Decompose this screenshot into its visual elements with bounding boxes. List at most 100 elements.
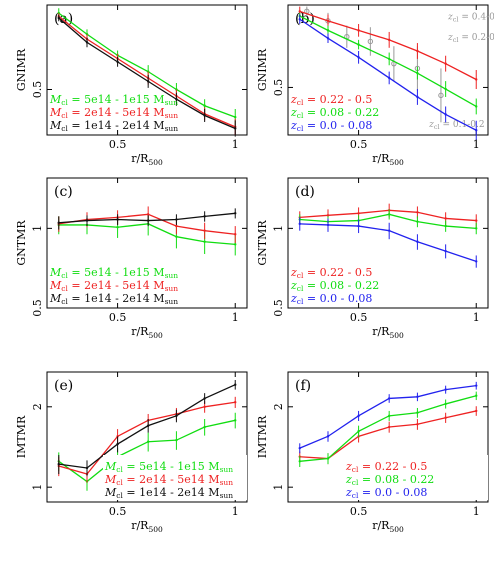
- legend-entry: Mcl = 5e14 - 1e15 Msun: [104, 460, 233, 474]
- panel-label: (c): [54, 184, 73, 200]
- series-point: [175, 438, 178, 442]
- series-point: [85, 41, 89, 44]
- series-point: [234, 212, 237, 215]
- series-3: [298, 14, 478, 140]
- series-3: [57, 208, 237, 230]
- series-1: [298, 203, 478, 228]
- series-point: [116, 442, 119, 446]
- legend-entry: Mcl = 2e14 - 5e14 Msun: [104, 473, 233, 487]
- series-point: [234, 383, 237, 386]
- panel-c: 0.5 1 0.5 1 r/R500 GNTMR (c) Mcl = 5e14 - 1e15 …: [15, 177, 248, 340]
- series-point: [357, 224, 360, 228]
- comparison-label: zcl = 0.4-0.9: [447, 12, 494, 23]
- series-point: [475, 105, 478, 108]
- comparison-label: zcl = 0.1-0.2: [428, 120, 484, 131]
- series-point: [416, 395, 419, 399]
- y-tick-label: 1: [31, 484, 44, 491]
- legend-entry: zcl = 0.08 - 0.22: [345, 473, 434, 487]
- series-point: [416, 423, 419, 426]
- series-1: [298, 6, 478, 90]
- series-point: [387, 397, 391, 400]
- series-point: [357, 29, 360, 32]
- x-tick-label: 0.5: [350, 138, 368, 151]
- x-tick-label: 0.5: [109, 138, 127, 151]
- x-tick-label: 0.5: [109, 505, 127, 518]
- x-axis-label: r/R500: [372, 325, 404, 340]
- series-2: [298, 12, 478, 115]
- legend-entry: Mcl = 5e14 - 1e15 Msun: [49, 266, 178, 280]
- series-line: [58, 223, 236, 246]
- series-point: [444, 217, 447, 220]
- series-point: [416, 211, 419, 214]
- y-tick-label: 2: [272, 403, 285, 410]
- series-point: [298, 446, 301, 450]
- series-point: [475, 78, 478, 81]
- y-tick-label: 0.5: [272, 299, 285, 317]
- series-point: [146, 440, 150, 443]
- panel-e: 0.5 1 1 2 r/R500 IMTMR (e) Mcl = 5e14 - 1e15 Ms…: [15, 371, 248, 534]
- series-point: [298, 222, 301, 226]
- series-point: [357, 56, 360, 59]
- plot-frame: [287, 4, 489, 136]
- series-point: [298, 460, 301, 463]
- plot-frame: [287, 177, 489, 309]
- series-point: [326, 457, 330, 460]
- legend-entry: zcl = 0.0 - 0.08: [290, 292, 372, 306]
- legend-entry: Mcl = 2e14 - 5e14 Msun: [49, 106, 178, 120]
- series-point: [85, 466, 89, 470]
- series-point: [475, 409, 478, 413]
- series-point: [444, 249, 447, 253]
- panel-label: (d): [295, 184, 315, 200]
- series-point: [475, 129, 478, 132]
- legend-entry: Mcl = 5e14 - 1e15 Msun: [49, 93, 178, 107]
- comparison-label: zcl = 0.2-0.4: [447, 33, 494, 44]
- series-point: [444, 402, 447, 406]
- series-point: [234, 115, 237, 119]
- y-tick-label: 1: [272, 225, 285, 232]
- series-point: [444, 87, 447, 91]
- x-axis-label: r/R500: [372, 152, 404, 167]
- legend-entry: zcl = 0.08 - 0.22: [290, 279, 379, 293]
- x-tick-label: 1: [232, 311, 239, 324]
- panel-label: (f): [295, 378, 311, 394]
- series-point: [203, 397, 206, 400]
- series-point: [116, 226, 119, 229]
- series-point: [416, 71, 419, 75]
- series-2: [298, 391, 478, 468]
- plot-frame: [46, 371, 248, 503]
- series-line: [299, 410, 477, 460]
- series-point: [234, 401, 237, 404]
- series-point: [475, 394, 478, 397]
- series-point: [416, 49, 419, 53]
- plot-frame: [287, 371, 489, 503]
- panel-label: (a): [54, 11, 73, 27]
- y-axis-label: GNIMR: [15, 48, 28, 91]
- x-tick-label: 0.5: [109, 311, 127, 324]
- series-point: [387, 57, 391, 61]
- series-point: [387, 229, 391, 232]
- series-point: [57, 221, 60, 224]
- series-point: [444, 113, 447, 116]
- legend-entry: Mcl = 2e14 - 5e14 Msun: [49, 279, 178, 293]
- series-point: [357, 414, 360, 418]
- x-tick-label: 0.5: [350, 311, 368, 324]
- series-point: [475, 384, 478, 387]
- series-point: [416, 411, 419, 414]
- legend-entry: Mcl = 1e14 - 2e14 Msun: [49, 119, 178, 133]
- series-point: [146, 80, 150, 83]
- panel-label: (e): [54, 378, 73, 394]
- series-point: [357, 430, 360, 433]
- series-point: [475, 260, 478, 263]
- series-point: [326, 37, 330, 40]
- x-axis-label: r/R500: [372, 519, 404, 534]
- series-point: [57, 16, 60, 20]
- series-point: [234, 243, 237, 246]
- y-axis-label: IMTMR: [256, 415, 269, 458]
- y-axis-label: GNTMR: [256, 220, 269, 266]
